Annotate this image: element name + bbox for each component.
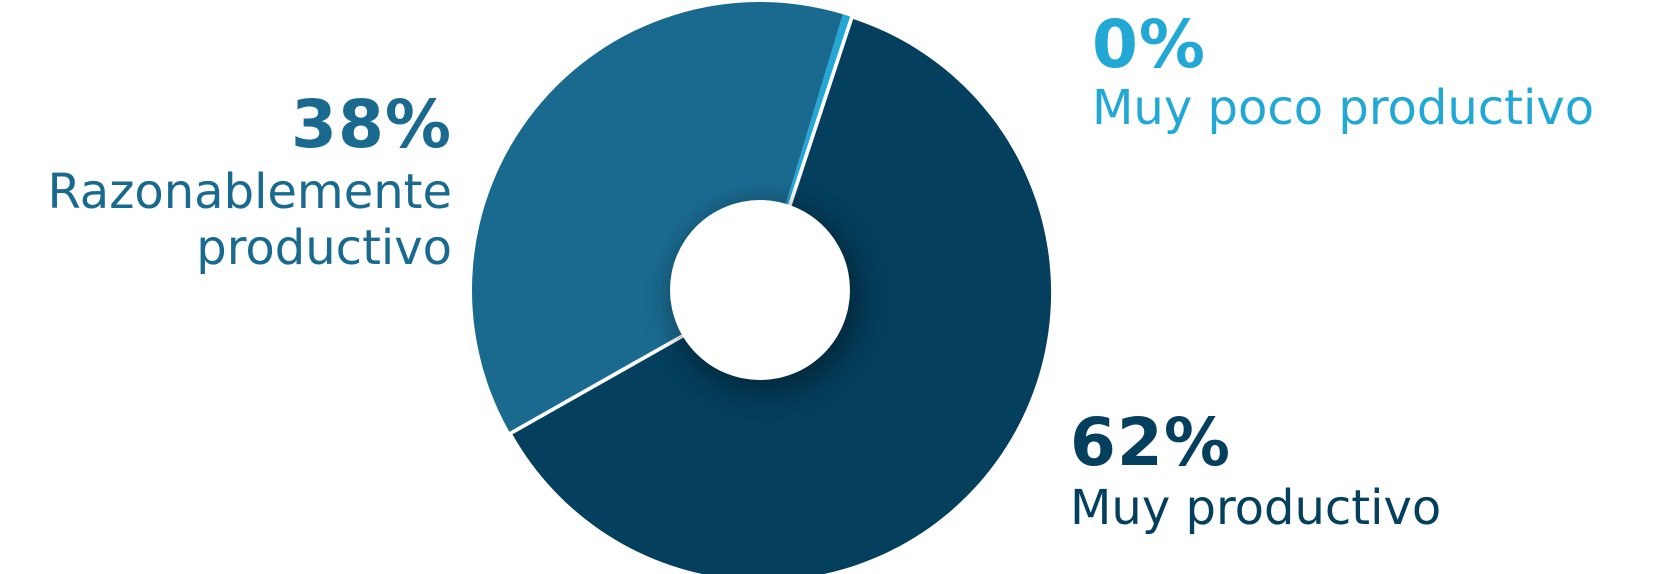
label-razonablemente-productivo: 38% Razonablemente productivo (0, 86, 452, 277)
label-muy-productivo: 62% Muy productivo (1070, 404, 1442, 536)
label-muy-poco-productivo: 0% Muy poco productivo (1092, 6, 1595, 136)
category-label-muy-poco-productivo: Muy poco productivo (1092, 80, 1595, 136)
percent-label-razonablemente-productivo: 38% (291, 86, 452, 163)
donut-hole (670, 200, 850, 380)
category-label-muy-productivo: Muy productivo (1070, 480, 1442, 536)
slice-razonablemente-productivo (471, 1, 843, 432)
percent-label-muy-productivo: 62% (1070, 404, 1231, 481)
category-label-razonablemente-productivo: Razonablemente productivo (47, 164, 452, 276)
percent-label-muy-poco-productivo: 0% (1092, 6, 1207, 83)
